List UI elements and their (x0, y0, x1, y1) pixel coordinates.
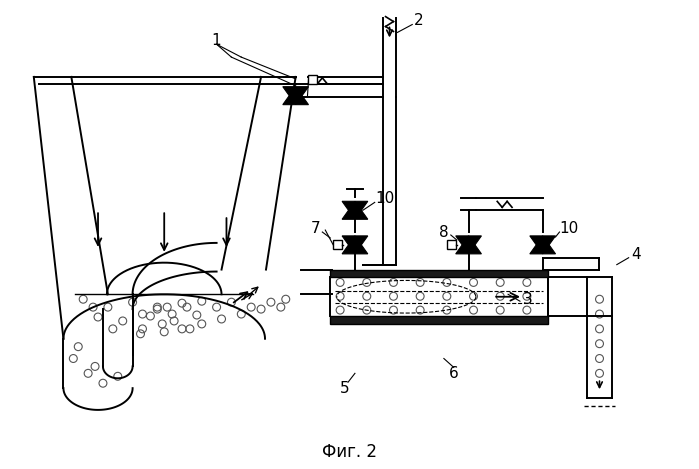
Text: 3: 3 (523, 292, 533, 307)
Text: Фиг. 2: Фиг. 2 (322, 443, 377, 461)
Polygon shape (342, 201, 368, 219)
Polygon shape (530, 236, 556, 254)
Bar (308, 76, 317, 84)
Text: 10: 10 (560, 220, 579, 235)
Polygon shape (283, 87, 308, 105)
Text: 5: 5 (340, 381, 350, 396)
Text: 2: 2 (415, 13, 424, 28)
Text: 6: 6 (449, 366, 459, 381)
Polygon shape (283, 87, 308, 105)
Text: 10: 10 (375, 191, 394, 206)
Text: 4: 4 (632, 247, 642, 262)
Text: 7: 7 (310, 220, 320, 235)
Polygon shape (342, 236, 368, 254)
Text: 8: 8 (439, 225, 449, 240)
Polygon shape (456, 236, 482, 254)
Bar (447, 241, 456, 250)
Text: 1: 1 (212, 33, 222, 48)
Bar (330, 270, 547, 278)
Polygon shape (456, 236, 482, 254)
Polygon shape (342, 201, 368, 219)
Bar (330, 316, 547, 324)
Polygon shape (342, 236, 368, 254)
Polygon shape (530, 236, 556, 254)
Bar (333, 241, 342, 250)
